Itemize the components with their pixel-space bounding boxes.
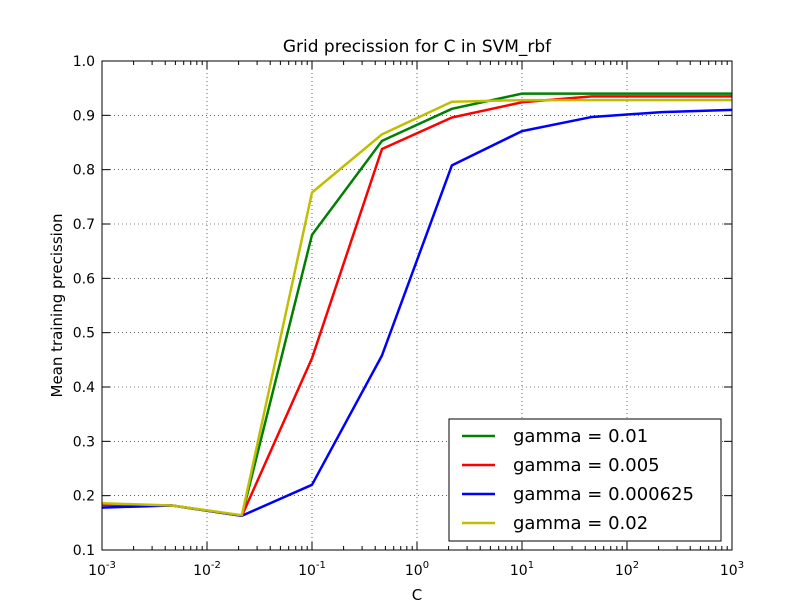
x-tick-label: 100 <box>405 560 429 579</box>
legend-entry: gamma = 0.02 <box>513 513 648 534</box>
legend-entry: gamma = 0.005 <box>513 455 660 476</box>
chart-title: Grid precission for C in SVM_rbf <box>283 37 552 57</box>
axis-ticks: 10-3 10-2 10-1 100 101 102 103 0.1 0.2 0.3 0.4 0.5 0… <box>73 54 744 579</box>
x-tick-label: 10-2 <box>193 560 221 579</box>
x-tick-label: 103 <box>720 560 744 579</box>
x-tick-label: 101 <box>510 560 534 579</box>
y-tick-label: 0.8 <box>73 163 95 179</box>
x-tick-label: 10-3 <box>88 560 116 579</box>
y-tick-label: 0.1 <box>73 543 95 559</box>
x-tick-label: 10-1 <box>298 560 326 579</box>
legend-entry: gamma = 0.01 <box>513 426 648 447</box>
x-axis-label: C <box>412 586 422 604</box>
series-lines <box>101 92 733 518</box>
y-tick-label: 0.5 <box>73 326 95 342</box>
y-axis-label: Mean training precission <box>48 214 66 398</box>
y-tick-label: 0.3 <box>73 434 95 450</box>
x-tick-label: 102 <box>615 560 639 579</box>
y-tick-label: 0.2 <box>73 489 95 505</box>
legend-entry: gamma = 0.000625 <box>513 484 694 505</box>
y-tick-label: 0.9 <box>73 108 95 124</box>
series-line-4 <box>101 98 732 517</box>
y-tick-label: 0.6 <box>73 271 95 287</box>
legend: gamma = 0.01 gamma = 0.005 gamma = 0.00062… <box>448 418 722 542</box>
y-tick-label: 1.0 <box>73 54 95 70</box>
legend-box <box>448 418 722 542</box>
y-tick-label: 0.4 <box>73 380 95 396</box>
y-tick-label: 0.7 <box>73 217 95 233</box>
